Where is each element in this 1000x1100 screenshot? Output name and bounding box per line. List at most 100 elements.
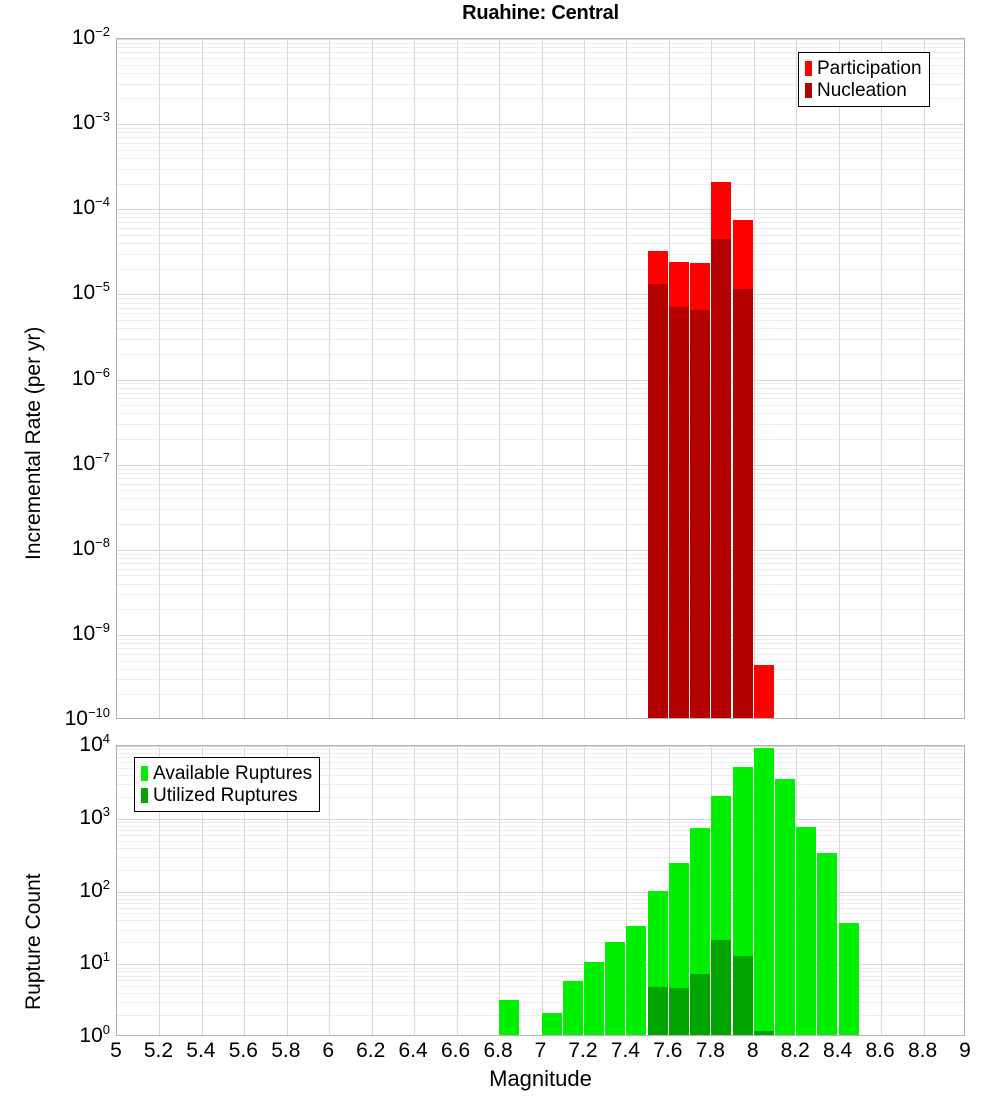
gridline-minor [117,841,964,842]
gridline-minor [117,575,964,576]
gridline-minor [117,775,964,776]
gridline-minor [117,158,964,159]
x-tick-8.8: 8.8 [907,1039,938,1062]
gridline-minor [117,584,964,585]
vertical-gridline [839,746,840,1035]
gridline-minor [117,73,964,74]
gridline-minor [117,490,964,491]
gridline-minor [117,830,964,831]
vertical-gridline [372,39,373,718]
gridline-major [117,635,964,636]
gridline-minor [117,509,964,510]
gridline-minor [117,308,964,309]
bar-utilized-ruptures-7.7 [690,974,710,1035]
gridline-minor [117,320,964,321]
gridline-minor [117,857,964,858]
gridline-minor [117,870,964,871]
vertical-gridline [457,746,458,1035]
bar-available-ruptures-6.8 [499,1000,519,1035]
gridline-minor [117,184,964,185]
legend-item-available-ruptures: Available Ruptures [141,762,312,784]
vertical-gridline [244,746,245,1035]
gridline-minor [117,388,964,389]
gridline-minor [117,768,964,769]
x-tick-8.2: 8.2 [780,1039,810,1062]
gridline-minor [117,594,964,595]
gridline-minor [117,405,964,406]
gridline-minor [117,413,964,414]
gridline-minor [117,354,964,355]
gridline-minor [117,524,964,525]
gridline-minor [117,383,964,384]
gridline-minor [117,609,964,610]
top-panel-y-tick--2: 10−2 [71,24,110,49]
gridline-major [117,964,964,965]
x-tick-8: 8 [746,1039,759,1062]
gridline-minor [117,753,964,754]
gridline-minor [117,393,964,394]
vertical-gridline [626,746,627,1035]
bar-utilized-ruptures-7.6 [669,988,689,1035]
gridline-minor [117,971,964,972]
vertical-gridline [414,746,415,1035]
gridline-minor [117,222,964,223]
bar-nucleation-7.7 [690,310,710,718]
gridline-minor [117,976,964,977]
gridline-minor [117,563,964,564]
vertical-gridline [287,746,288,1035]
legend-label-utilized-ruptures: Utilized Ruptures [153,784,298,806]
gridline-minor [117,150,964,151]
top-panel-y-tick--6: 10−6 [71,364,110,390]
x-tick-5.8: 5.8 [271,1039,301,1062]
top-panel-y-tick--5: 10−5 [71,279,110,305]
gridline-minor [117,228,964,229]
x-tick-6: 6 [322,1039,335,1062]
legend-label-participation: Participation [817,57,922,79]
bottom-panel-legend: Available Ruptures Utilized Ruptures [134,757,321,812]
bar-available-ruptures-7.2 [584,962,604,1035]
bar-available-ruptures-8.2 [796,827,816,1035]
gridline-minor [117,980,964,981]
top-panel-y-tick--10: 10−10 [64,705,110,730]
vertical-gridline [584,746,585,1035]
bar-available-ruptures-7 [542,1013,562,1035]
top-panel-y-axis-label: Incremental Rate (per yr) [22,326,45,560]
gridline-minor [117,298,964,299]
gridline-minor [117,65,964,66]
gridline-minor [117,669,964,670]
vertical-gridline [202,746,203,1035]
gridline-minor [117,654,964,655]
vertical-gridline [584,39,585,718]
bottom-panel-y-tick-2: 102 [79,876,110,902]
x-tick-5.2: 5.2 [143,1039,174,1062]
x-tick-7.8: 7.8 [695,1039,725,1062]
legend-item-participation: Participation [805,57,922,79]
vertical-gridline [329,39,330,718]
top-panel-y-tick--9: 10−9 [71,619,110,645]
gridline-minor [117,903,964,904]
gridline-minor [117,826,964,827]
gridline-minor [117,762,964,763]
x-tick-7.4: 7.4 [610,1039,640,1062]
gridline-minor [117,913,964,914]
vertical-gridline [159,746,160,1035]
gridline-minor [117,1002,964,1003]
bar-available-ruptures-8 [754,748,774,1035]
gridline-minor [117,661,964,662]
gridline-minor [117,243,964,244]
utilized-ruptures-color-swatch-icon [141,787,148,803]
x-tick-7: 7 [534,1039,547,1062]
gridline-minor [117,52,964,53]
gridline-minor [117,757,964,758]
gridline-minor [117,303,964,304]
gridline-minor [117,213,964,214]
gridline-minor [117,143,964,144]
top-panel-y-tick--3: 10−3 [71,109,110,135]
x-tick-7.6: 7.6 [653,1039,683,1062]
gridline-major [117,819,964,820]
available-ruptures-color-swatch-icon [141,765,148,781]
gridline-minor [117,439,964,440]
gridline-minor [117,942,964,943]
top-panel-y-tick--4: 10−4 [71,194,110,220]
gridline-minor [117,920,964,921]
